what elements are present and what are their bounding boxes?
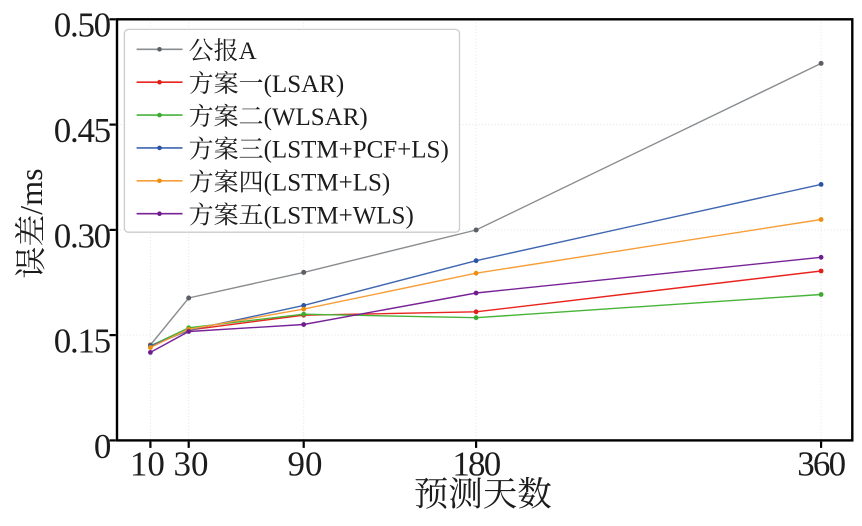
- svg-text:(WLSAR): (WLSAR): [264, 104, 368, 131]
- svg-text:(LSTM+WLS): (LSTM+WLS): [264, 203, 414, 230]
- svg-text:A: A: [239, 38, 257, 65]
- svg-text:(LSTM+LS): (LSTM+LS): [264, 170, 391, 197]
- svg-text:30: 30: [174, 445, 209, 484]
- svg-text:0: 0: [94, 427, 112, 466]
- svg-text:0.50: 0.50: [54, 6, 111, 45]
- svg-text:(LSAR): (LSAR): [264, 71, 345, 98]
- svg-text:0.45: 0.45: [54, 111, 111, 150]
- svg-text:90: 90: [288, 445, 323, 484]
- svg-text:10: 10: [130, 445, 165, 484]
- svg-text:0.30: 0.30: [54, 216, 111, 255]
- svg-text:180: 180: [452, 445, 500, 484]
- svg-text:/ms: /ms: [13, 168, 49, 214]
- svg-text:360: 360: [797, 445, 845, 484]
- svg-text:0.15: 0.15: [54, 322, 111, 361]
- svg-text:(LSTM+PCF+LS): (LSTM+PCF+LS): [264, 137, 449, 164]
